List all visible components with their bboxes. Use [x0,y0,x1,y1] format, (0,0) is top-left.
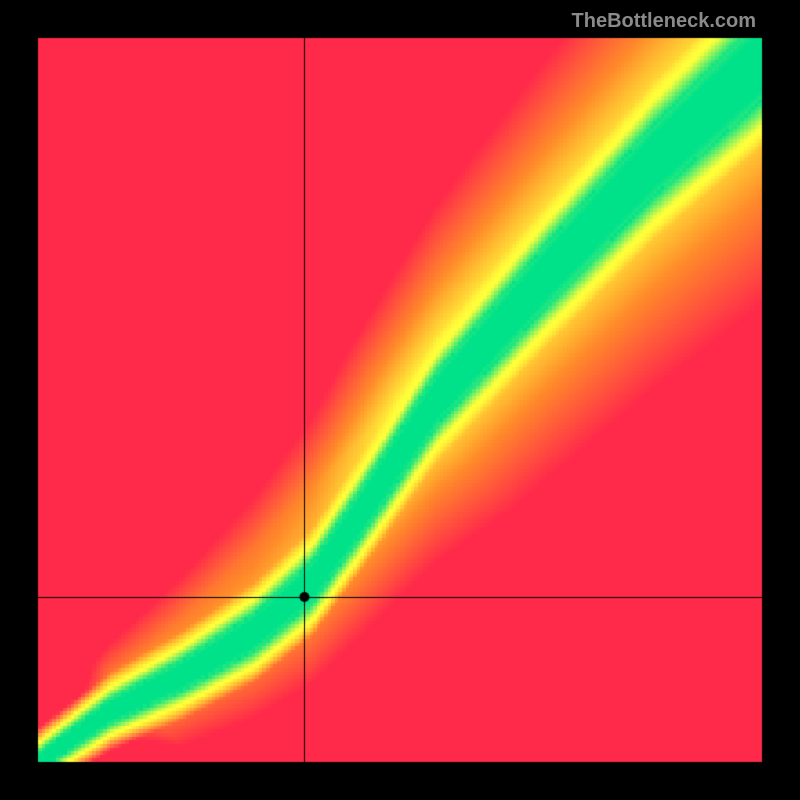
attribution-text: TheBottleneck.com [572,10,756,33]
chart-container: TheBottleneck.com [0,0,800,800]
heatmap-canvas [0,0,800,800]
